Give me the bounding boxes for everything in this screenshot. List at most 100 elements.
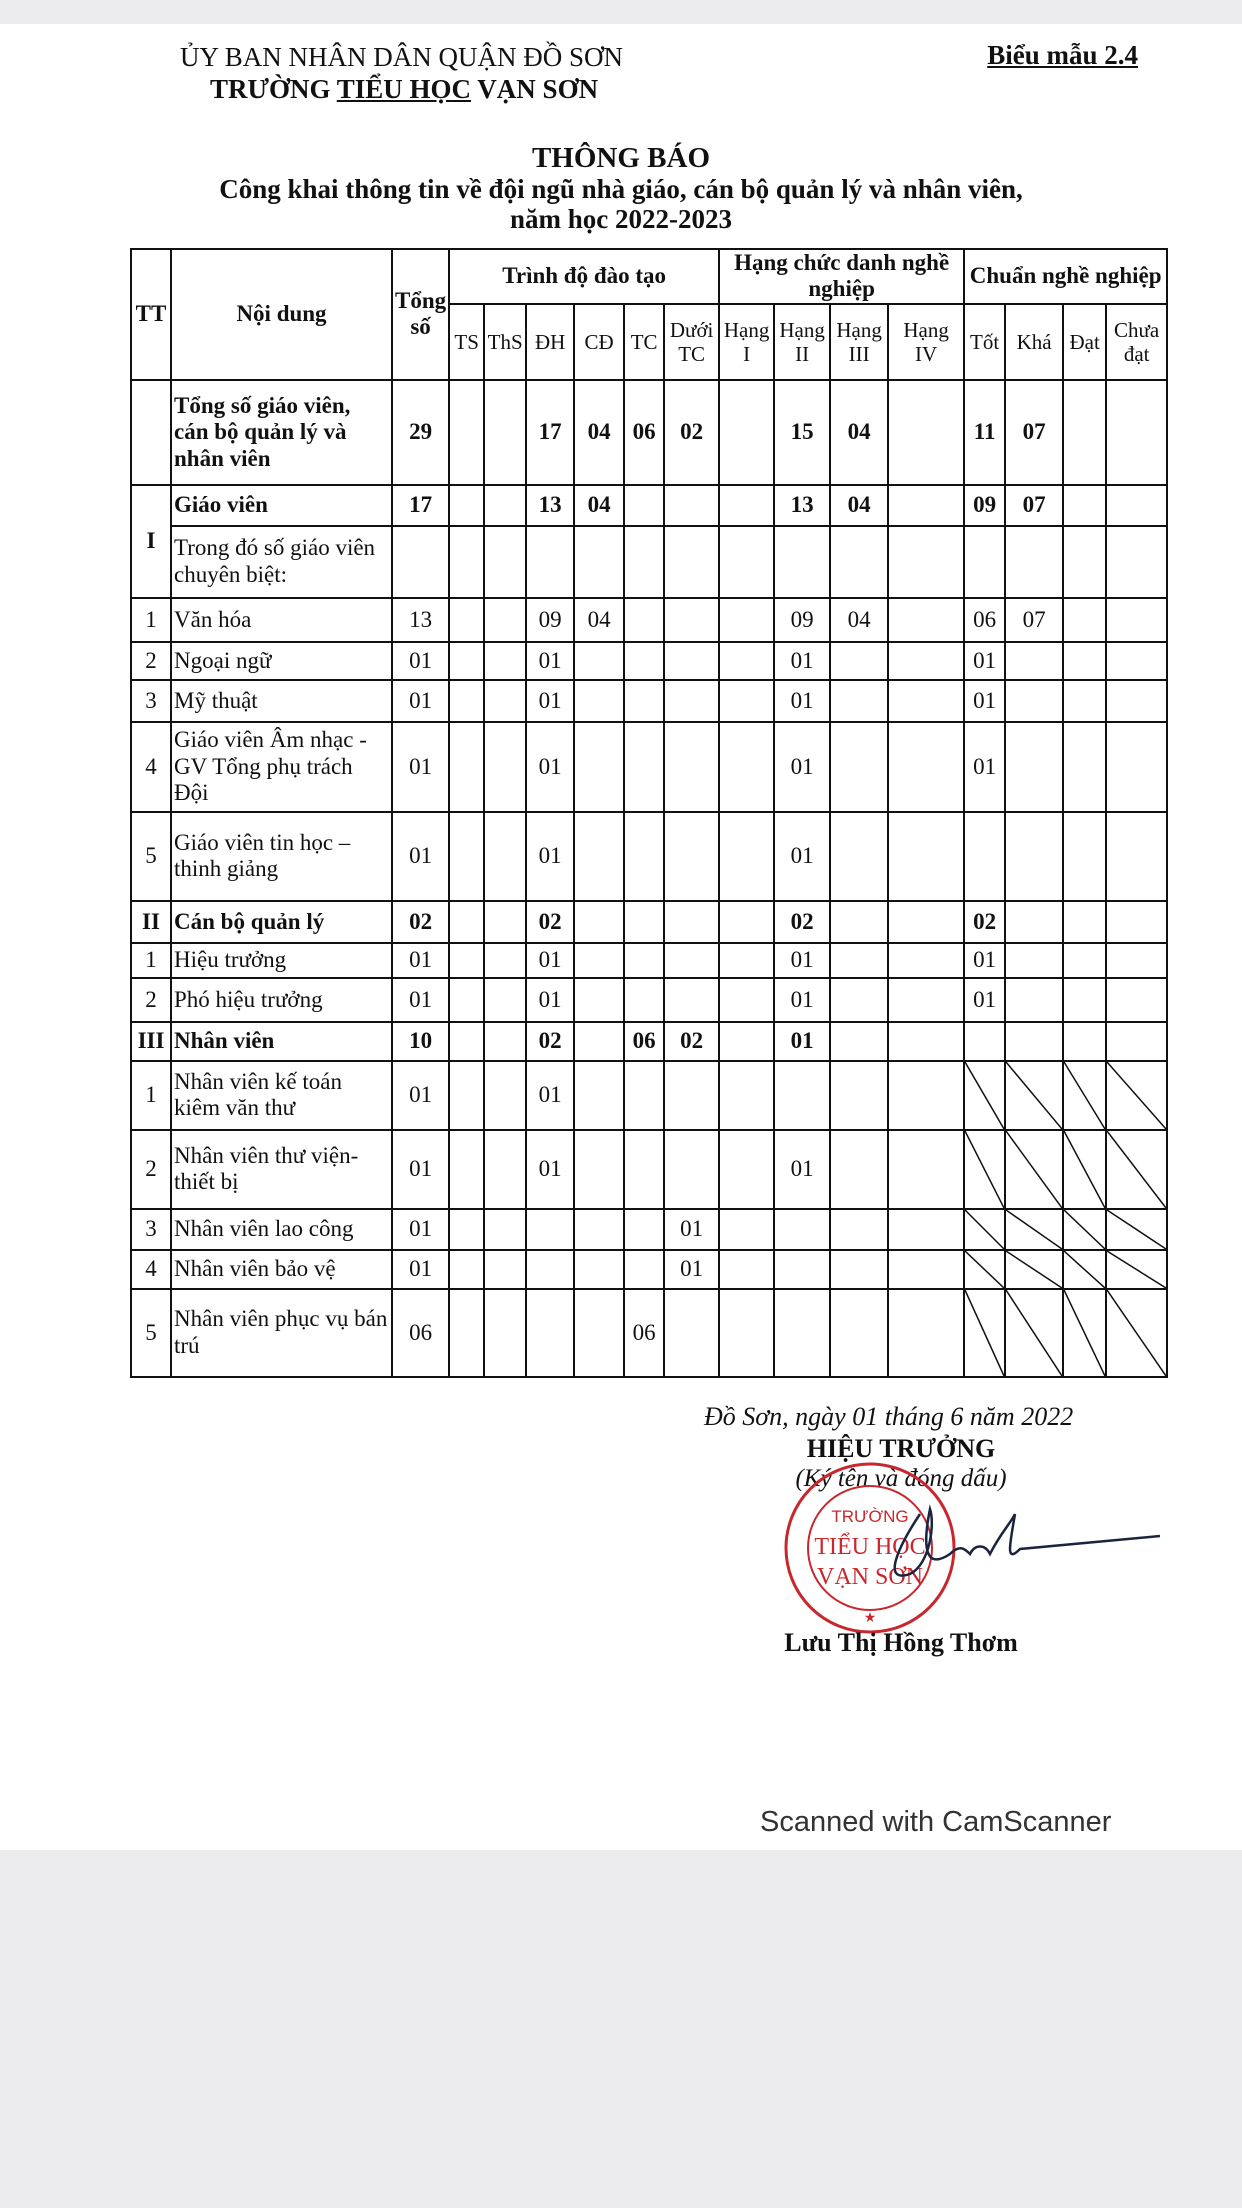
value-cell [525, 1248, 576, 1290]
value-cell: 06 [623, 1020, 666, 1062]
value-cell: 01 [390, 720, 451, 813]
value-cell [1105, 1207, 1169, 1251]
table-row: 2 Ngoại ngữ 01 01 01 01 [130, 640, 1169, 681]
row-content: Giáo viên Âm nhạc - GV Tổng phụ trách Độ… [170, 720, 393, 813]
value-cell [663, 810, 721, 902]
value-cell: 01 [963, 678, 1007, 723]
value-cell [718, 378, 776, 486]
value-cell [483, 899, 528, 944]
value-cell [1105, 810, 1169, 902]
value-cell [829, 1207, 890, 1251]
value-cell [573, 1248, 626, 1290]
row-number: 1 [130, 1059, 172, 1131]
value-cell: 01 [525, 810, 576, 902]
svg-text:★: ★ [864, 1611, 877, 1626]
value-cell [963, 1059, 1007, 1131]
value-cell [573, 1020, 626, 1062]
svg-text:TIỂU HỌC: TIỂU HỌC [814, 1533, 925, 1560]
diagonal-strike [1107, 1251, 1166, 1288]
value-cell [573, 1128, 626, 1210]
subheader-cell: Dưới TC [663, 302, 721, 381]
subheader-cell: Hạng II [773, 302, 832, 381]
row-content: Nhân viên bảo vệ [170, 1248, 393, 1290]
diagonal-strike [1107, 1062, 1166, 1129]
value-cell [483, 810, 528, 902]
value-cell [887, 596, 966, 643]
value-cell [718, 524, 776, 599]
value-cell [573, 640, 626, 681]
subheader-cell: Đạt [1062, 302, 1108, 381]
value-cell [573, 720, 626, 813]
value-cell [623, 640, 666, 681]
value-cell [829, 810, 890, 902]
row-number: 1 [130, 941, 172, 979]
value-cell [1004, 1059, 1065, 1131]
value-cell [623, 483, 666, 527]
table-row: 4 Nhân viên bảo vệ 01 01 [130, 1248, 1169, 1290]
value-cell: 04 [829, 378, 890, 486]
header-standard: Chuẩn nghề nghiệp [963, 248, 1169, 305]
subheader-cell: ĐH [525, 302, 576, 381]
value-cell: 01 [525, 720, 576, 813]
value-cell: 01 [963, 941, 1007, 979]
value-cell [829, 941, 890, 979]
school-stamp: TRƯỜNG TIỂU HỌC VẠN SƠN ★ [784, 1462, 956, 1634]
value-cell [887, 720, 966, 813]
value-cell: 07 [1004, 596, 1065, 643]
row-number: 2 [130, 1128, 172, 1210]
subheader-cell: Hạng IV [887, 302, 966, 381]
school-name: TRƯỜNG TIỂU HỌC VẠN SƠN [210, 74, 598, 105]
value-cell [663, 524, 721, 599]
value-cell [390, 524, 451, 599]
row-content: Phó hiệu trưởng [170, 976, 393, 1023]
value-cell [573, 941, 626, 979]
value-cell [448, 899, 486, 944]
value-cell: 06 [963, 596, 1007, 643]
value-cell: 13 [773, 483, 832, 527]
row-number: II [130, 899, 172, 944]
value-cell: 10 [390, 1020, 451, 1062]
row-content: Nhân viên kế toán kiêm văn thư [170, 1059, 393, 1131]
diagonal-strike [1064, 1131, 1105, 1208]
value-cell [887, 1020, 966, 1062]
value-cell [1062, 1128, 1108, 1210]
value-cell: 06 [623, 1287, 666, 1378]
value-cell [1062, 1020, 1108, 1062]
row-number: 5 [130, 810, 172, 902]
table-row: 4 Giáo viên Âm nhạc - GV Tổng phụ trách Đ… [130, 720, 1169, 813]
subheader-cell: TS [448, 302, 486, 381]
value-cell: 01 [390, 1128, 451, 1210]
row-content: Trong đó số giáo viên chuyên biệt: [170, 524, 393, 599]
value-cell [963, 1207, 1007, 1251]
row-content: Ngoại ngữ [170, 640, 393, 681]
table-row: 5 Giáo viên tin học – thinh giảng 01 01 01 [130, 810, 1169, 902]
diagonal-strike [1107, 1290, 1166, 1376]
value-cell [718, 899, 776, 944]
staff-table: TT Nội dung Tổng số Trình độ đào tạo Hạn… [130, 248, 1169, 1378]
value-cell [1105, 678, 1169, 723]
value-cell [773, 1059, 832, 1131]
diagonal-strike [965, 1131, 1004, 1208]
value-cell [663, 678, 721, 723]
value-cell [718, 1248, 776, 1290]
value-cell [887, 1059, 966, 1131]
subheader-cell: Hạng I [718, 302, 776, 381]
value-cell [448, 483, 486, 527]
school-name-prefix: TRƯỜNG [210, 74, 337, 104]
value-cell [483, 1248, 528, 1290]
value-cell: 04 [573, 596, 626, 643]
value-cell [483, 720, 528, 813]
value-cell [887, 378, 966, 486]
value-cell [1062, 1287, 1108, 1378]
value-cell [1004, 524, 1065, 599]
value-cell [1105, 1248, 1169, 1290]
value-cell [663, 640, 721, 681]
value-cell [887, 941, 966, 979]
value-cell [448, 1207, 486, 1251]
value-cell [623, 1248, 666, 1290]
row-content: Nhân viên lao công [170, 1207, 393, 1251]
value-cell [623, 1059, 666, 1131]
value-cell: 01 [773, 941, 832, 979]
value-cell [483, 524, 528, 599]
value-cell [448, 720, 486, 813]
